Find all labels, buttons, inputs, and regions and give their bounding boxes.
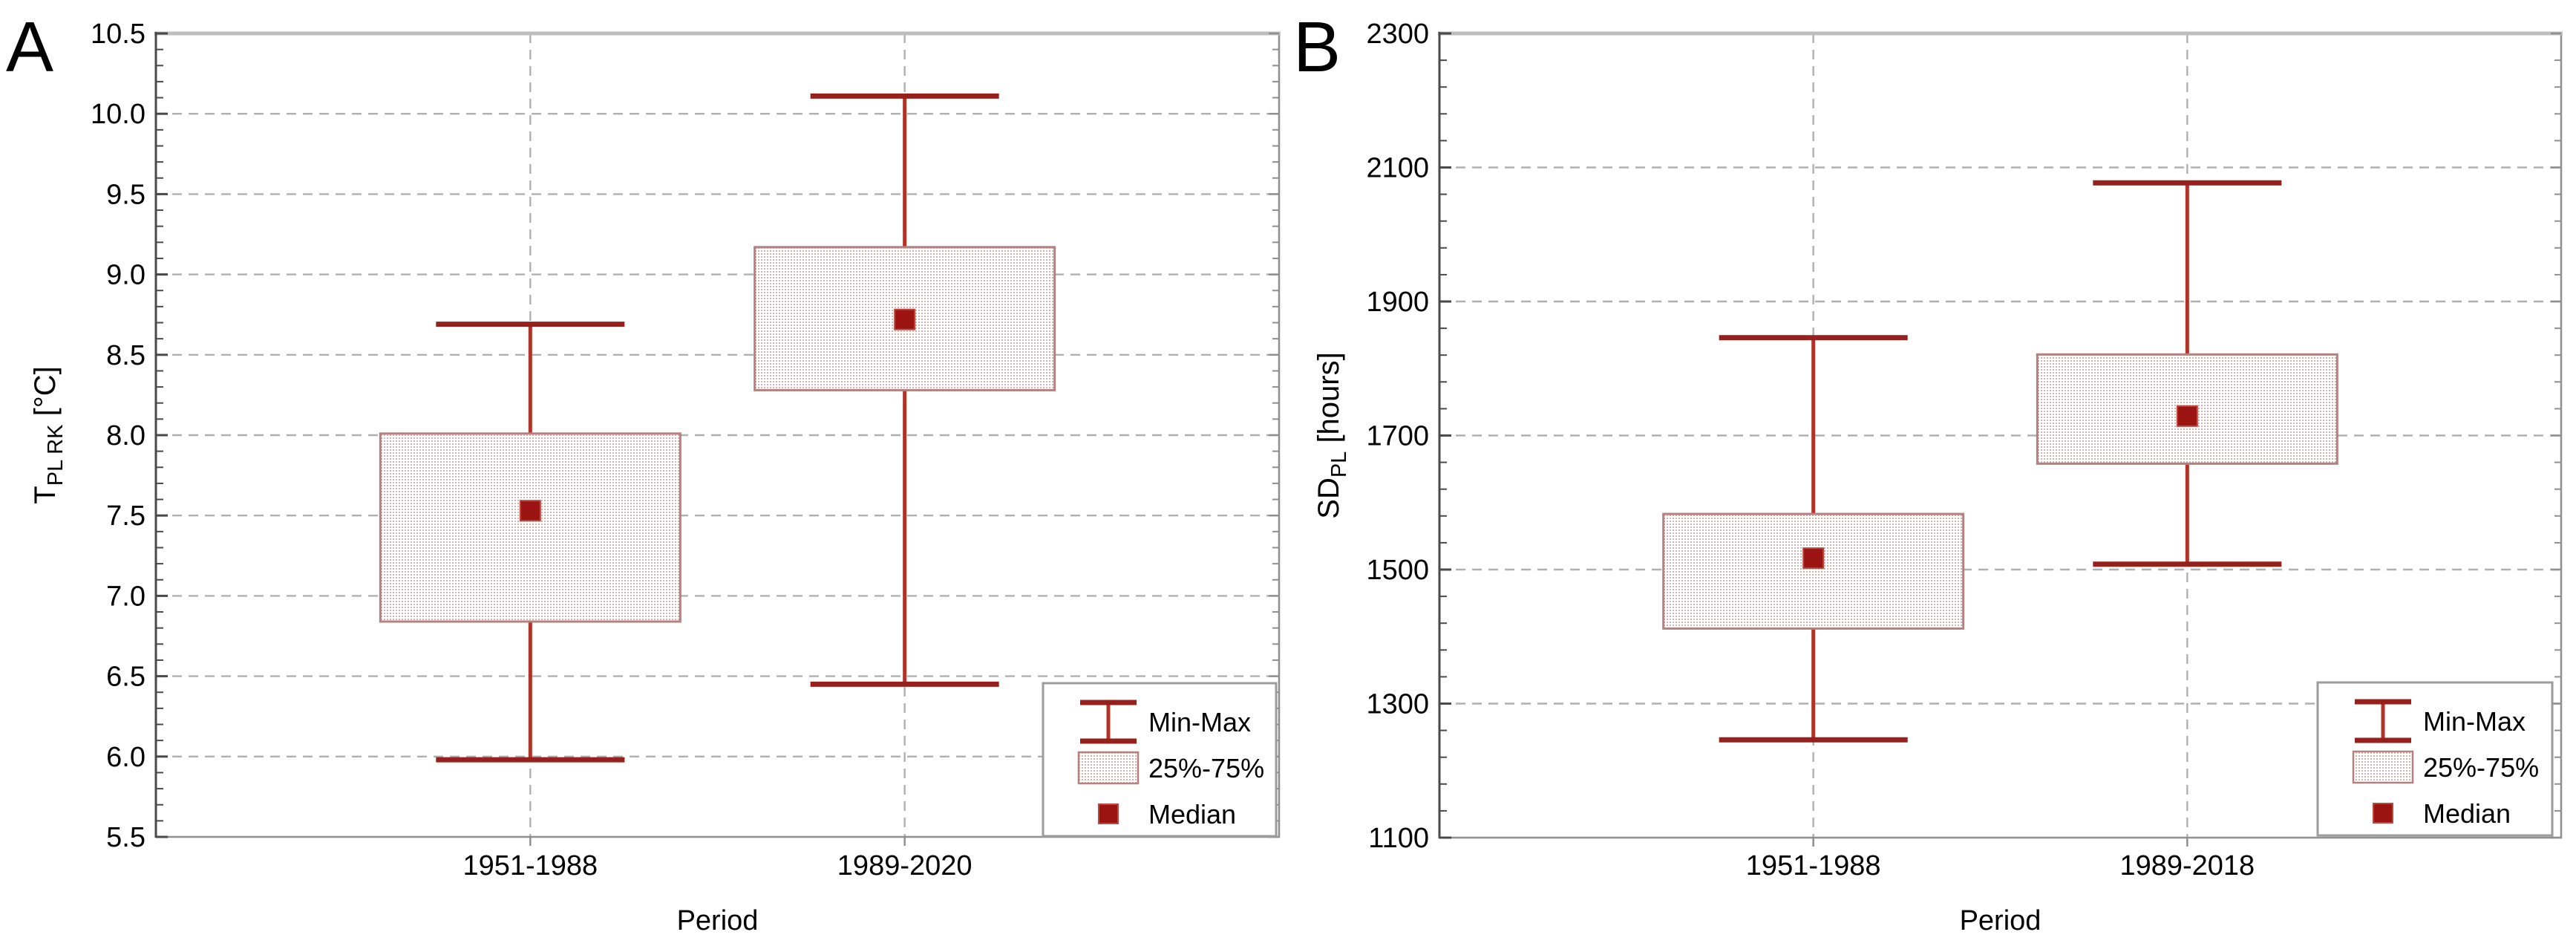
panel-a-label: A (6, 7, 54, 87)
y-tick-label: 5.5 (106, 822, 146, 853)
x-category-label: 1951-1988 (1746, 850, 1881, 881)
y-tick-label: 1700 (1366, 421, 1429, 452)
y-tick-label: 10.0 (91, 99, 146, 130)
box-series-1951-1988 (1662, 335, 1965, 743)
y-tick-label: 2100 (1366, 153, 1429, 184)
box-series-1989-2020 (753, 93, 1056, 687)
y-tick-label: 7.0 (106, 581, 146, 612)
y-tick-label: 1900 (1366, 287, 1429, 318)
median-symbol (2373, 803, 2393, 824)
legend: Min-Max 25%-75% Median (2316, 681, 2554, 837)
y-axis-title: SDPL [hours] (1312, 352, 1351, 518)
y-tick-label: 8.0 (106, 420, 146, 451)
legend-label: Median (2423, 798, 2511, 829)
iqr-box (379, 432, 681, 623)
y-tick-label: 1100 (1368, 823, 1429, 854)
median-symbol (1098, 803, 1119, 824)
box-symbol (2352, 750, 2414, 784)
x-axis-title: Period (1960, 905, 2041, 936)
y-tick-label: 8.5 (106, 340, 146, 371)
panel-b: 1100 1300 1500 1700 1900 2100 2300 1951-1988 198… (1312, 19, 2563, 936)
box-series-1989-2018 (2036, 180, 2338, 567)
y-tick-label: 6.5 (106, 662, 146, 693)
y-tick-label: 9.0 (106, 260, 146, 291)
y-tick-label: 7.5 (106, 501, 146, 532)
y-tick-label: 10.5 (91, 19, 146, 50)
iqr-box (1662, 512, 1965, 630)
y-tick-label: 9.5 (106, 179, 146, 210)
panel-a: 5.5 6.0 6.5 7.0 7.5 8.0 8.5 9.0 9.5 10.0 10.5 1951-… (29, 19, 1281, 936)
legend-label: Min-Max (1148, 707, 1251, 737)
x-category-label: 1989-2018 (2119, 850, 2255, 881)
box-series-1951-1988 (379, 322, 681, 763)
y-axis-title: TPL RK [°C] (29, 366, 68, 503)
median-marker (1802, 547, 1825, 570)
legend-label: Min-Max (2423, 706, 2526, 737)
legend-item-median: Median (1098, 799, 1236, 829)
legend-item-25-75-: 25%-75% (1077, 751, 1264, 785)
ticks: 1100 1300 1500 1700 1900 2100 2300 (1366, 19, 2561, 854)
y-tick-label: 1500 (1366, 555, 1429, 586)
legend: Min-Max 25%-75% Median (1042, 682, 1278, 838)
median-marker (2176, 405, 2198, 427)
legend-label: 25%-75% (2423, 752, 2539, 783)
legend-item-min-max: Min-Max (2355, 699, 2526, 743)
x-category-label: 1989-2020 (837, 850, 972, 881)
median-marker (894, 308, 916, 330)
y-tick-label: 6.0 (106, 742, 146, 773)
panel-b-label: B (1293, 7, 1341, 87)
legend-item-median: Median (2373, 798, 2511, 829)
legend-label: 25%-75% (1148, 753, 1264, 783)
legend-item-min-max: Min-Max (1080, 700, 1251, 744)
legend-label: Median (1148, 799, 1236, 829)
box-symbol (1077, 751, 1140, 785)
median-marker (519, 500, 541, 522)
ticks: 5.5 6.0 6.5 7.0 7.5 8.0 8.5 9.0 9.5 10.0 10.5 (91, 19, 1279, 853)
y-tick-label: 2300 (1366, 19, 1429, 50)
x-axis-title: Period (677, 905, 759, 936)
legend-item-25-75-: 25%-75% (2352, 750, 2539, 784)
x-category-label: 1951-1988 (462, 850, 598, 881)
y-tick-label: 1300 (1366, 689, 1429, 720)
